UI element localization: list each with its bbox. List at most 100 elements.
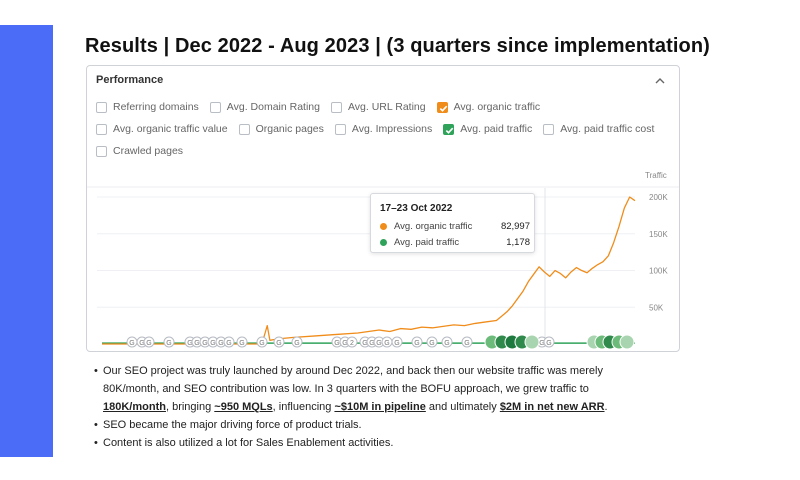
- y-tick-label: 100K: [649, 267, 668, 276]
- marker-label: G: [342, 340, 347, 347]
- checkbox[interactable]: [436, 101, 448, 113]
- metric-referring-domains[interactable]: Referring domains: [96, 101, 199, 113]
- tooltip-label: Avg. organic traffic: [394, 221, 473, 232]
- y-tick-label: 50K: [649, 303, 664, 312]
- note-item: Our SEO project was truly launched by ar…: [94, 362, 654, 416]
- checkbox[interactable]: [96, 101, 107, 113]
- metric-row: Avg. organic traffic value Organic pages A…: [96, 118, 676, 140]
- checkbox[interactable]: [334, 123, 346, 135]
- note-text: , influencing: [272, 401, 335, 413]
- annotation-marker: G: [273, 336, 285, 348]
- marker-label: G: [166, 340, 171, 347]
- note-highlight: $2M in net new ARR: [499, 401, 605, 413]
- marker-circle: [411, 336, 423, 348]
- marker-label: G: [139, 340, 144, 347]
- annotation-marker: G: [543, 336, 555, 348]
- annotation-marker: G: [126, 336, 138, 348]
- annotation-marker: G: [163, 336, 175, 348]
- marker-label: G: [384, 340, 389, 347]
- marker-label: G: [146, 340, 151, 347]
- metric-avg-paid-traffic-cost[interactable]: Avg. paid traffic cost: [543, 123, 654, 135]
- metric-label: Avg. organic traffic value: [113, 123, 228, 135]
- note-highlight: ~950 MQLs: [214, 401, 273, 413]
- metric-row: Referring domains Avg. Domain Rating Avg. …: [96, 96, 676, 118]
- marker-label: G: [369, 340, 374, 347]
- annotation-marker: G: [411, 336, 423, 348]
- marker-label: G: [239, 340, 244, 347]
- marker-circle: [346, 336, 358, 348]
- checkbox[interactable]: [543, 123, 555, 135]
- chevron-up-icon[interactable]: [653, 74, 667, 88]
- checkbox[interactable]: [443, 123, 455, 135]
- note-highlight: 180K/month: [103, 401, 166, 413]
- metric-avg-impressions[interactable]: Avg. Impressions: [334, 123, 432, 135]
- annotation-marker: G: [381, 336, 393, 348]
- annotation-marker: G: [426, 336, 438, 348]
- marker-label: G: [129, 340, 134, 347]
- note-highlight: ~$10M in pipeline: [334, 401, 426, 413]
- y-axis-label: Traffic: [645, 171, 667, 180]
- annotation-marker: G: [331, 336, 343, 348]
- checkbox[interactable]: [96, 123, 107, 135]
- note-text: and ultimately: [425, 401, 500, 413]
- marker-circle: [441, 336, 453, 348]
- metric-organic-pages[interactable]: Organic pages: [238, 123, 324, 135]
- metric-avg-paid-traffic[interactable]: Avg. paid traffic: [443, 123, 532, 135]
- performance-panel: Performance Referring domains Avg. Domain…: [86, 65, 680, 352]
- marker-label: 2: [350, 340, 354, 347]
- metric-label: Avg. URL Rating: [347, 101, 426, 113]
- update-marker: [524, 334, 540, 350]
- metric-avg-url-rating[interactable]: Avg. URL Rating: [330, 101, 426, 113]
- checkbox[interactable]: [238, 123, 250, 135]
- marker-label: G: [276, 340, 281, 347]
- marker-circle: [291, 336, 303, 348]
- metric-avg-organic-traffic-value[interactable]: Avg. organic traffic value: [96, 123, 228, 135]
- tooltip-value: 82,997: [500, 221, 530, 232]
- marker-label: G: [294, 340, 299, 347]
- metric-label: Crawled pages: [113, 145, 184, 157]
- marker-label: G: [539, 340, 544, 347]
- checkbox[interactable]: [330, 101, 342, 113]
- annotation-marker: G: [207, 336, 219, 348]
- annotation-marker: G: [441, 336, 453, 348]
- marker-label: G: [429, 340, 434, 347]
- marker-label: G: [394, 340, 399, 347]
- marker-circle: [273, 336, 285, 348]
- metric-avg-organic-traffic[interactable]: Avg. organic traffic: [436, 101, 540, 113]
- marker-label: G: [187, 340, 192, 347]
- annotation-marker: G: [199, 336, 211, 348]
- metric-avg-domain-rating[interactable]: Avg. Domain Rating: [209, 101, 320, 113]
- marker-label: G: [226, 340, 231, 347]
- checkbox[interactable]: [209, 101, 221, 113]
- note-text: , bringing: [165, 401, 215, 413]
- marker-label: G: [414, 340, 419, 347]
- annotation-marker: G: [256, 336, 268, 348]
- marker-circle: [426, 336, 438, 348]
- marker-circle: [391, 336, 403, 348]
- marker-label: G: [334, 340, 339, 347]
- chart-tooltip: 17–23 Oct 2022 Avg. organic traffic 82,9…: [370, 193, 535, 253]
- marker-circle: [256, 336, 268, 348]
- checkbox[interactable]: [96, 145, 107, 157]
- metric-label: Referring domains: [113, 101, 199, 113]
- metric-label: Avg. paid traffic: [460, 123, 533, 135]
- note-item: Content is also utilized a lot for Sales…: [94, 434, 654, 452]
- annotation-marker: 2: [346, 336, 358, 348]
- annotation-marker: G: [223, 336, 235, 348]
- marker-label: G: [218, 340, 223, 347]
- annotation-marker: G: [461, 336, 473, 348]
- metric-crawled-pages[interactable]: Crawled pages: [96, 145, 183, 157]
- results-notes: Our SEO project was truly launched by ar…: [94, 362, 654, 452]
- marker-label: G: [194, 340, 199, 347]
- metric-label: Avg. Domain Rating: [226, 101, 320, 113]
- marker-circle: [461, 336, 473, 348]
- marker-label: G: [210, 340, 215, 347]
- slide-title: Results | Dec 2022 - Aug 2023 | (3 quart…: [85, 35, 710, 57]
- tooltip-row-organic: Avg. organic traffic 82,997: [380, 221, 530, 232]
- organic-traffic-line: [102, 196, 636, 345]
- panel-header: Performance: [96, 74, 164, 86]
- note-text: .: [604, 401, 608, 413]
- y-tick-label: 150K: [649, 230, 668, 239]
- metric-label: Avg. paid traffic cost: [560, 123, 655, 135]
